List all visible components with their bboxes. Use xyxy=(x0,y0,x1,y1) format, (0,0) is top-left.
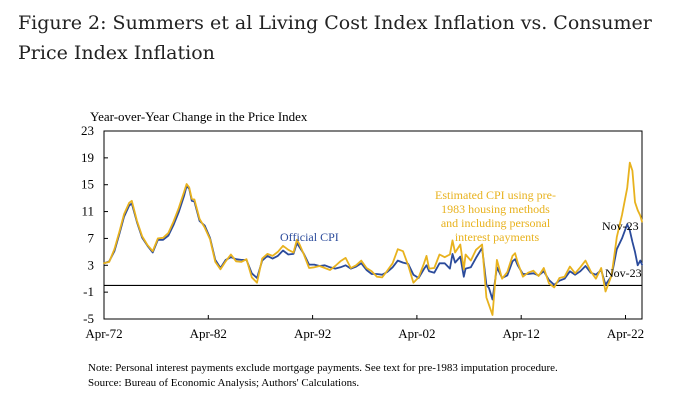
x-tick-label: Apr-22 xyxy=(607,326,644,341)
y-tick-label: 19 xyxy=(81,150,94,165)
y-axis: 23 19 15 11 7 3 -1 -5 xyxy=(81,123,108,326)
y-tick-label: 15 xyxy=(81,177,94,192)
annotation-estimated-cpi: Estimated CPI using pre- 1983 housing me… xyxy=(435,188,559,244)
chart-source: Source: Bureau of Economic Analysis; Aut… xyxy=(88,377,360,389)
x-tick-label: Apr-12 xyxy=(503,326,540,341)
annotation-estimated-line-3: and including personal xyxy=(441,216,551,230)
series-line-official-cpi xyxy=(103,185,643,301)
series-line-estimated-cpi xyxy=(103,161,643,316)
y-tick-label: 23 xyxy=(81,123,94,138)
x-tick-label: Apr-02 xyxy=(398,326,435,341)
annotation-estimated-line-1: Estimated CPI using pre- xyxy=(435,188,556,202)
x-tick-label: Apr-82 xyxy=(190,326,227,341)
annotation-nov23-official: Nov-23 xyxy=(605,266,642,280)
series-layer xyxy=(103,161,643,316)
x-tick-label: Apr-92 xyxy=(294,326,331,341)
y-tick-label: -1 xyxy=(83,284,94,299)
y-tick-label: -5 xyxy=(83,311,94,326)
x-axis: Apr-72 Apr-82 Apr-92 Apr-02 Apr-12 Apr-22 xyxy=(85,315,644,341)
y-tick-label: 3 xyxy=(88,257,95,272)
annotation-estimated-line-2: 1983 housing methods xyxy=(441,202,550,216)
y-tick-label: 7 xyxy=(88,230,95,245)
figure-title: Figure 2: Summers et al Living Cost Inde… xyxy=(18,12,652,64)
x-tick-label: Apr-72 xyxy=(85,326,122,341)
annotation-official-cpi: Official CPI xyxy=(280,230,339,244)
annotation-nov23-estimated: Nov-23 xyxy=(602,219,639,233)
annotation-estimated-line-4: interest payments xyxy=(455,230,540,244)
chart-note: Note: Personal interest payments exclude… xyxy=(88,362,558,374)
plot-frame xyxy=(103,130,643,320)
y-axis-label: Year-over-Year Change in the Price Index xyxy=(90,109,308,124)
y-tick-label: 11 xyxy=(81,204,94,219)
